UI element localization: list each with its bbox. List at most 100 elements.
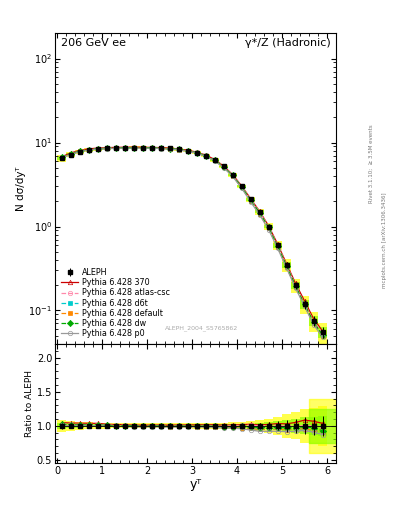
Pythia 6.428 dw <box>230 173 235 179</box>
Bar <box>174 148 183 151</box>
Y-axis label: Ratio to ALEPH: Ratio to ALEPH <box>25 370 34 437</box>
Pythia 6.428 370 <box>284 261 289 267</box>
Text: ALEPH_2004_S5765862: ALEPH_2004_S5765862 <box>165 326 238 331</box>
Pythia 6.428 p0 <box>158 145 163 152</box>
Pythia 6.428 370 <box>149 144 154 151</box>
Pythia 6.428 dw <box>320 332 325 338</box>
Pythia 6.428 atlas-csc <box>221 163 226 169</box>
Pythia 6.428 p0 <box>113 145 118 152</box>
Bar <box>102 148 111 149</box>
Bar <box>120 147 129 148</box>
Pythia 6.428 d6t <box>113 145 118 151</box>
Pythia 6.428 default <box>230 173 235 179</box>
Pythia 6.428 d6t <box>131 145 136 151</box>
Bar <box>210 424 219 428</box>
Pythia 6.428 default <box>239 184 244 190</box>
Line: Pythia 6.428 d6t: Pythia 6.428 d6t <box>60 146 325 338</box>
Pythia 6.428 p0 <box>194 150 199 156</box>
Bar <box>201 155 210 156</box>
Bar <box>237 424 246 428</box>
Pythia 6.428 p0 <box>131 145 136 151</box>
Pythia 6.428 p0 <box>176 147 181 153</box>
Bar <box>120 423 129 428</box>
Y-axis label: N dσ/dyᵀ: N dσ/dyᵀ <box>16 166 26 211</box>
Bar <box>75 424 84 428</box>
Pythia 6.428 atlas-csc <box>131 144 136 151</box>
Pythia 6.428 p0 <box>185 148 190 154</box>
Bar <box>147 424 156 427</box>
Pythia 6.428 370 <box>176 146 181 152</box>
Pythia 6.428 default <box>293 284 298 290</box>
Pythia 6.428 dw <box>257 209 262 216</box>
Pythia 6.428 370 <box>194 149 199 155</box>
Bar <box>228 173 237 177</box>
Line: Pythia 6.428 370: Pythia 6.428 370 <box>60 145 325 333</box>
Text: Rivet 3.1.10;  ≥ 3.5M events: Rivet 3.1.10; ≥ 3.5M events <box>369 124 374 203</box>
Pythia 6.428 default <box>257 210 262 217</box>
Pythia 6.428 atlas-csc <box>212 157 217 163</box>
Pythia 6.428 p0 <box>284 265 289 271</box>
Bar <box>84 148 93 152</box>
Pythia 6.428 p0 <box>221 164 226 170</box>
Bar <box>138 423 147 428</box>
Pythia 6.428 atlas-csc <box>77 148 82 154</box>
Bar <box>192 152 201 153</box>
Bar <box>183 150 192 152</box>
Pythia 6.428 p0 <box>105 145 109 152</box>
Pythia 6.428 atlas-csc <box>230 172 235 178</box>
Bar <box>129 424 138 427</box>
Bar <box>300 409 309 443</box>
Pythia 6.428 d6t <box>176 146 181 153</box>
Bar <box>291 282 300 289</box>
Bar <box>147 146 156 149</box>
Pythia 6.428 atlas-csc <box>194 150 199 156</box>
Bar <box>246 198 255 201</box>
Pythia 6.428 p0 <box>257 211 262 218</box>
Line: Pythia 6.428 default: Pythia 6.428 default <box>60 146 325 338</box>
Pythia 6.428 dw <box>113 145 118 151</box>
Pythia 6.428 370 <box>302 298 307 304</box>
Bar <box>147 423 156 428</box>
Pythia 6.428 d6t <box>230 173 235 179</box>
Bar <box>129 147 138 148</box>
Bar <box>57 423 66 429</box>
Bar <box>219 423 228 429</box>
Pythia 6.428 default <box>59 155 64 161</box>
Pythia 6.428 370 <box>131 144 136 150</box>
Bar <box>138 146 147 149</box>
Bar <box>273 241 282 250</box>
Pythia 6.428 atlas-csc <box>275 242 280 248</box>
Pythia 6.428 370 <box>59 154 64 160</box>
Pythia 6.428 d6t <box>320 333 325 339</box>
Bar <box>111 424 120 427</box>
Pythia 6.428 d6t <box>203 153 208 159</box>
Pythia 6.428 atlas-csc <box>158 145 163 151</box>
Pythia 6.428 d6t <box>266 225 271 231</box>
Pythia 6.428 atlas-csc <box>320 331 325 337</box>
Pythia 6.428 p0 <box>230 174 235 180</box>
Pythia 6.428 p0 <box>77 148 82 155</box>
Pythia 6.428 dw <box>77 148 82 154</box>
Pythia 6.428 atlas-csc <box>167 145 172 152</box>
Pythia 6.428 default <box>194 150 199 156</box>
Pythia 6.428 370 <box>248 196 253 202</box>
Pythia 6.428 370 <box>105 144 109 151</box>
Pythia 6.428 dw <box>140 145 145 151</box>
Pythia 6.428 p0 <box>122 145 127 151</box>
Pythia 6.428 dw <box>86 147 91 153</box>
Bar <box>183 424 192 427</box>
Bar <box>255 420 264 431</box>
Bar <box>210 423 219 429</box>
Bar <box>264 223 273 230</box>
Bar <box>165 147 174 150</box>
Pythia 6.428 p0 <box>203 153 208 159</box>
Pythia 6.428 atlas-csc <box>293 282 298 288</box>
Pythia 6.428 dw <box>167 145 172 152</box>
Pythia 6.428 atlas-csc <box>122 144 127 151</box>
Pythia 6.428 370 <box>113 144 118 151</box>
Pythia 6.428 default <box>248 198 253 204</box>
Bar <box>219 165 228 167</box>
Bar <box>111 147 120 150</box>
Pythia 6.428 dw <box>122 145 127 151</box>
Pythia 6.428 370 <box>212 156 217 162</box>
